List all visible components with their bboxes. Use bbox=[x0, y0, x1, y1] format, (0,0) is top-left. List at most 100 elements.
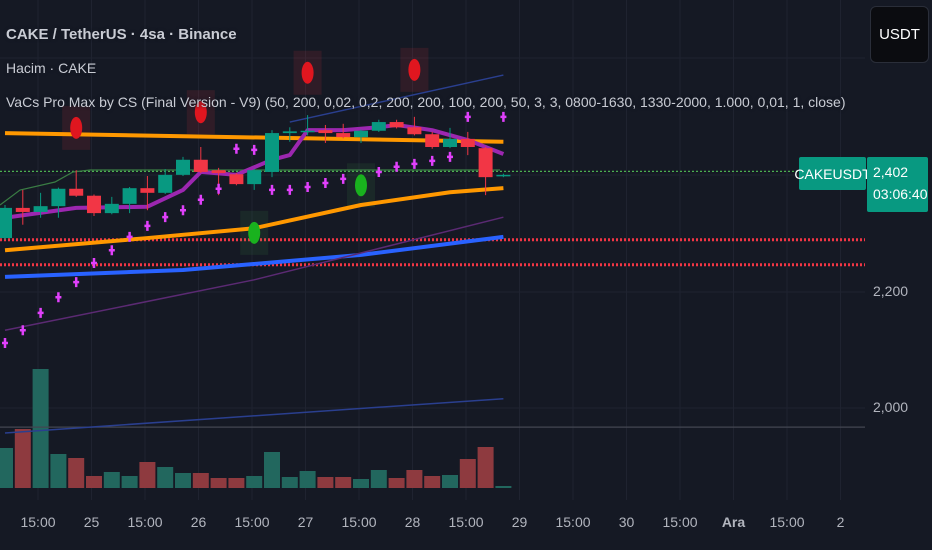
symbol-price-tag: CAKEUSDT bbox=[794, 157, 871, 190]
volume-bar bbox=[139, 462, 156, 488]
candle-body bbox=[0, 207, 12, 239]
currency-button[interactable]: USDT bbox=[870, 6, 929, 63]
sar-dot bbox=[126, 231, 133, 242]
time-tick: 29 bbox=[511, 514, 528, 530]
time-tick: 15:00 bbox=[127, 514, 163, 530]
sar-dot bbox=[19, 325, 26, 336]
sar-dot bbox=[91, 258, 97, 268]
volume-bar bbox=[50, 454, 67, 488]
candle-body bbox=[460, 138, 475, 147]
price-tick: 2,200 bbox=[873, 283, 909, 299]
price-axis bbox=[866, 0, 932, 500]
trend-step-line bbox=[0, 169, 500, 206]
time-tick: 2 bbox=[836, 514, 845, 530]
volume-bar bbox=[370, 470, 387, 488]
candle-body bbox=[193, 159, 208, 172]
candle-body bbox=[443, 138, 457, 147]
volume-bar bbox=[335, 477, 352, 488]
candle-body bbox=[265, 133, 279, 172]
indicator-legend[interactable]: VaCs Pro Max by CS (Final Version - V9) … bbox=[6, 94, 846, 110]
candle-body bbox=[389, 122, 404, 128]
time-tick: 15:00 bbox=[448, 514, 484, 530]
volume-bar bbox=[264, 452, 280, 488]
candle-body bbox=[229, 174, 244, 185]
volume-bar bbox=[477, 447, 494, 488]
time-tick: 15:00 bbox=[20, 514, 56, 530]
candle-body bbox=[69, 188, 84, 196]
time-tick: 28 bbox=[404, 514, 421, 530]
sell-signal-marker bbox=[70, 116, 83, 139]
volume-bar bbox=[424, 476, 441, 488]
candle-body bbox=[371, 122, 386, 131]
indicator-line bbox=[4, 234, 504, 279]
time-tick: 15:00 bbox=[555, 514, 591, 530]
sar-dot bbox=[500, 111, 507, 122]
sar-dot bbox=[464, 111, 471, 122]
time-tick: 15:00 bbox=[769, 514, 805, 530]
sar-dot bbox=[37, 307, 44, 318]
volume-bar bbox=[299, 471, 316, 488]
sar-dot bbox=[322, 177, 329, 188]
indicator-line bbox=[4, 397, 504, 434]
volume-bar bbox=[192, 473, 209, 488]
candle-body bbox=[318, 130, 333, 134]
sar-dot bbox=[108, 245, 115, 256]
candle-body bbox=[140, 188, 155, 193]
candle-body bbox=[425, 134, 440, 147]
volume-bar bbox=[317, 477, 334, 488]
time-tick: 27 bbox=[297, 514, 314, 530]
last-price: 2,402 bbox=[873, 164, 909, 180]
candle-body bbox=[478, 148, 493, 178]
candle-body bbox=[122, 188, 137, 204]
sar-dot bbox=[429, 155, 436, 166]
volume-bar bbox=[442, 475, 458, 488]
buy-signal-marker bbox=[355, 174, 367, 197]
sar-dot bbox=[269, 184, 275, 195]
volume-bar bbox=[86, 476, 102, 488]
last-price-label: 2,402 03:06:40 bbox=[867, 157, 928, 212]
volume-bar bbox=[121, 476, 138, 488]
sar-dot bbox=[2, 338, 8, 349]
candle-body bbox=[15, 207, 30, 212]
volume-bar bbox=[353, 479, 369, 488]
volume-bar bbox=[210, 478, 227, 488]
volume-bar bbox=[103, 472, 120, 488]
time-tick: 26 bbox=[190, 514, 207, 530]
symbol-legend[interactable]: CAKE / TetherUS · 4sa · Binance bbox=[6, 26, 237, 43]
sar-dot bbox=[286, 184, 293, 195]
candle-body bbox=[158, 174, 173, 193]
sar-dot bbox=[197, 194, 204, 205]
sar-dot bbox=[251, 144, 258, 155]
sar-dot bbox=[411, 158, 418, 169]
indicator-line bbox=[4, 216, 504, 332]
sar-dot bbox=[162, 212, 169, 223]
sar-dot bbox=[304, 182, 311, 193]
candle-body bbox=[354, 130, 368, 138]
time-tick: 25 bbox=[83, 514, 100, 530]
sar-dot bbox=[233, 143, 240, 154]
indicator-line bbox=[4, 131, 504, 144]
volume-bar bbox=[228, 478, 245, 488]
sar-dot bbox=[180, 205, 186, 216]
indicator-line bbox=[4, 186, 504, 253]
price-tick: 2,000 bbox=[873, 399, 909, 415]
volume-bar bbox=[68, 458, 85, 488]
candle-body bbox=[104, 203, 119, 214]
candle-body bbox=[496, 174, 511, 177]
sar-dot bbox=[375, 166, 382, 177]
sell-signal-marker bbox=[301, 61, 314, 84]
volume-bar bbox=[246, 476, 263, 488]
buy-signal-marker bbox=[248, 221, 261, 244]
candle-body bbox=[336, 133, 351, 138]
sar-dot bbox=[55, 292, 62, 303]
time-tick: 15:00 bbox=[341, 514, 377, 530]
volume-bar bbox=[388, 478, 405, 488]
time-tick: 15:00 bbox=[662, 514, 698, 530]
candle-body bbox=[33, 206, 48, 212]
volume-bar bbox=[406, 470, 423, 488]
candle-body bbox=[87, 195, 101, 214]
volume-bar bbox=[14, 429, 31, 488]
volume-legend[interactable]: Hacim · CAKE bbox=[6, 60, 97, 76]
candle-body bbox=[282, 131, 297, 134]
